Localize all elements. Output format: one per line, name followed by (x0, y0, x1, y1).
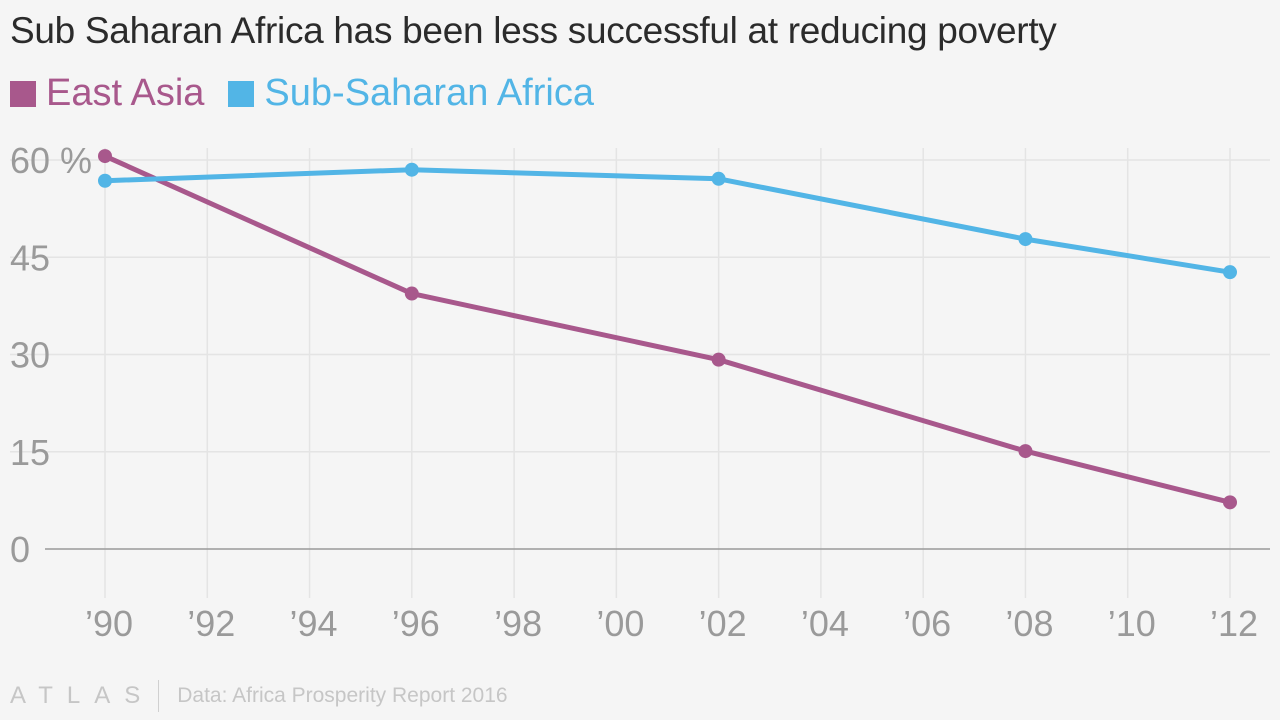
data-point-sub-saharan-africa (1018, 232, 1033, 247)
legend-swatch-sub-saharan-africa (228, 80, 255, 107)
legend-label-sub-saharan-africa: Sub-Saharan Africa (264, 72, 594, 114)
x-tick-label: ’02 (699, 603, 747, 644)
y-tick-label: 60 % (10, 140, 92, 181)
legend-label-east-asia: East Asia (46, 72, 205, 114)
data-point-east-asia (1018, 444, 1033, 459)
x-tick-label: ’04 (801, 603, 849, 644)
x-tick-label: ’00 (596, 603, 644, 644)
legend-swatch-east-asia (10, 80, 36, 107)
data-point-sub-saharan-africa (711, 171, 726, 186)
chart-title: Sub Saharan Africa has been less success… (10, 10, 1057, 51)
data-point-sub-saharan-africa (1223, 265, 1237, 280)
legend: East Asia Sub-Saharan Africa (10, 72, 618, 115)
data-point-east-asia (404, 286, 419, 301)
y-tick-label: 30 (10, 335, 50, 376)
x-tick-label: ’08 (1005, 603, 1053, 644)
atlas-logo: ATLAS (10, 682, 155, 709)
x-tick-label: ’98 (494, 603, 542, 644)
x-tick-label: ’10 (1108, 603, 1156, 644)
legend-item-east-asia: East Asia (10, 72, 204, 115)
x-tick-label: ’94 (290, 603, 338, 644)
series-line-east-asia (102, 153, 1233, 505)
x-tick-label: ’96 (392, 603, 440, 644)
x-tick-label: ’12 (1210, 603, 1258, 644)
data-point-sub-saharan-africa (404, 162, 419, 177)
y-tick-label: 0 (10, 529, 30, 570)
footer: ATLAS Data: Africa Prosperity Report 201… (10, 680, 508, 712)
grid-layer (10, 148, 1270, 598)
series-layer (98, 149, 1237, 510)
y-tick-label: 45 (10, 237, 50, 278)
footer-divider (158, 680, 160, 712)
y-tick-label: 15 (10, 432, 50, 473)
data-point-east-asia (98, 149, 112, 164)
data-point-east-asia (711, 352, 726, 367)
label-layer: 0 15 30 45 60 % ’90 ’92 ’94 ’96 ’98 ’00 ’02 ’04 ’06 ’0… (10, 140, 1258, 644)
x-tick-label: ’92 (187, 603, 235, 644)
data-point-east-asia (1223, 495, 1237, 510)
data-point-sub-saharan-africa (98, 173, 112, 188)
x-tick-label: ’90 (85, 603, 133, 644)
legend-item-sub-saharan-africa: Sub-Saharan Africa (228, 72, 594, 115)
x-tick-label: ’06 (903, 603, 951, 644)
data-source: Data: Africa Prosperity Report 2016 (177, 684, 508, 707)
